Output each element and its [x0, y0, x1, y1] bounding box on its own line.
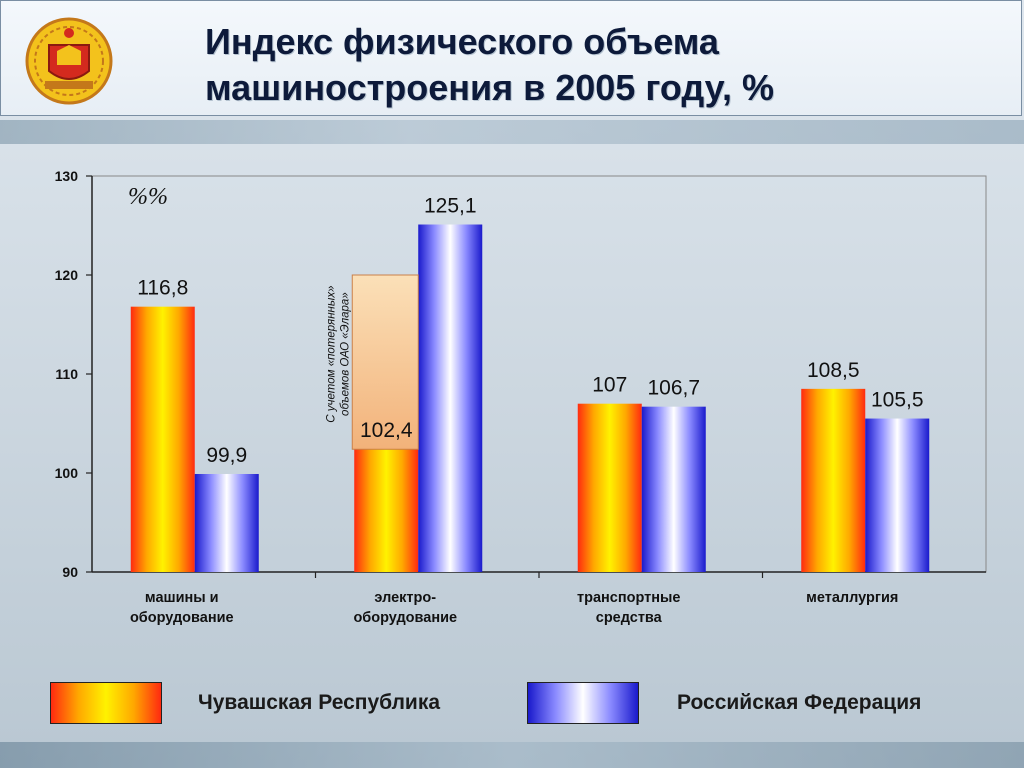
- bar-series1-3: [801, 388, 866, 572]
- unit-label: %%: [128, 184, 168, 210]
- data-label-series1-3: 108,5: [807, 359, 860, 382]
- y-axis-ticks: 90 100 110 120 130: [55, 168, 92, 580]
- bar-series1-2: [577, 403, 642, 572]
- title-line-2: машиностроения в 2005 году, %: [205, 67, 774, 108]
- data-label-series1-0: 116,8: [137, 277, 188, 300]
- data-label-series2-1: 125,1: [424, 195, 477, 218]
- decorative-stripe: [0, 120, 1024, 144]
- decorative-bottom-strip: [0, 742, 1024, 768]
- bar-series2-3: [865, 418, 930, 572]
- data-label-series1-1: 102,4: [360, 419, 413, 442]
- legend-label-series-2: Российская Федерация: [677, 691, 922, 714]
- bars-group: 116,8 99,9 125,1 107 106,7 108,5 105,5 102,4 С у…: [130, 195, 930, 572]
- legend-label-series-1: Чувашская Республика: [198, 691, 441, 714]
- category-label-3-line-0: металлургия: [806, 590, 898, 606]
- bar-chart: %% 90 100 110 120 130 116,8 99,9 125,1 107 106,7…: [55, 168, 987, 626]
- annotation-text-line-2: объемов ОАО «Элара»: [339, 292, 351, 416]
- bar-series1-1: [354, 449, 419, 572]
- y-tick-label-2: 110: [55, 366, 78, 382]
- y-tick-label-4: 130: [55, 168, 79, 184]
- y-tick-label-1: 100: [55, 465, 79, 481]
- data-label-series2-2: 106,7: [647, 377, 700, 400]
- data-label-series2-3: 105,5: [871, 389, 924, 412]
- annotation-note: С учетом «потерянных» объемов ОАО «Элара»: [325, 286, 351, 423]
- header: Индекс физического объема машиностроения…: [0, 0, 1022, 116]
- bar-series2-0: [194, 473, 259, 572]
- annotation-text-line-1: С учетом «потерянных»: [325, 286, 337, 423]
- category-label-0-line-1: оборудование: [130, 610, 234, 626]
- data-label-series2-0: 99,9: [206, 444, 247, 467]
- category-labels: машины и оборудование электро-оборудование…: [130, 572, 898, 626]
- category-label-1-line-1: оборудование: [353, 610, 457, 626]
- category-label-0-line-0: машины и: [145, 590, 219, 606]
- chuvash-coat-of-arms-icon: [25, 17, 113, 105]
- annotation-box: [351, 274, 419, 450]
- title-line-1: Индекс физического объема: [205, 21, 719, 62]
- bar-series2-1: [418, 224, 483, 572]
- legend-swatch-series-1: [50, 682, 162, 724]
- page-title: Индекс физического объема машиностроения…: [205, 19, 965, 111]
- data-label-series1-2: 107: [592, 374, 627, 397]
- category-label-1-line-0: электро-: [374, 590, 436, 606]
- y-tick-label-3: 120: [55, 267, 79, 283]
- bar-series2-2: [641, 406, 706, 572]
- legend-swatch-series-2: [527, 682, 639, 724]
- bar-series1-0: [130, 306, 195, 572]
- y-tick-label-0: 90: [62, 564, 78, 580]
- category-label-2-line-1: средства: [596, 610, 663, 626]
- category-label-2-line-0: транспортные: [577, 590, 680, 606]
